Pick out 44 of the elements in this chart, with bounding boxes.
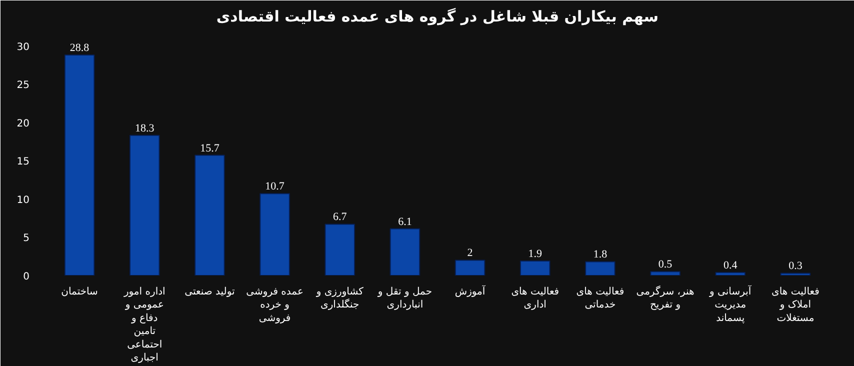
data-label: 6.7 [333,211,348,224]
bar [194,154,225,276]
x-tick-label: فعالیت های املاک و مستغلات [772,286,820,324]
x-tick-label: تولید صنعتی [184,286,235,298]
x-tick-label: کشاورزی و جنگلداری [315,286,364,311]
x-tick-label: ساختمان [61,286,98,298]
bar [324,224,356,276]
data-label: 1.8 [593,248,608,261]
bar [64,54,95,276]
data-label: 15.7 [200,142,220,154]
x-tick-label: هنر، سرگرمی و تفریح [636,286,694,311]
data-label: 10.7 [265,180,285,193]
data-label: 2 [467,247,473,260]
y-tick-label: 0 [23,272,30,282]
bar [129,134,160,276]
bar [390,228,420,276]
x-tick-label: عمده فروشی و خرده فروشی [246,286,304,324]
y-tick-label: 30 [16,42,30,53]
x-tick-label: حمل و تقل و انبارداری [376,286,432,311]
chart-title: سهم بیکاران قبلا شاغل در گروه های عمده فعالیت اقتصادی [216,8,659,26]
x-tick-label: آبرسانی و مدیریت پسماند [708,284,752,324]
bar [520,260,550,276]
x-tick-label: اداره امور عمومی و دفاع و تامین احتماعی اجباری [122,286,166,364]
y-tick-label: 10 [16,194,30,206]
y-tick-label: 5 [23,233,30,244]
y-tick-label: 25 [16,80,30,92]
bar [260,193,290,276]
data-label: 0.5 [658,258,673,271]
x-tick-label: فعالیت های خدماتی [576,286,624,311]
data-label: 6.1 [398,216,412,228]
bar [715,272,746,276]
x-tick-label: فعالیت های اداری [511,286,560,311]
bar [454,260,486,276]
bar [780,272,811,276]
data-label: 0.3 [788,260,803,272]
bar [585,261,616,276]
y-tick-label: 15 [16,156,30,168]
data-label: 28.8 [70,42,90,54]
data-label: 1.9 [528,248,542,260]
x-tick-label: آموزش [454,284,486,298]
bar [650,271,680,276]
data-label: 0.4 [723,259,738,272]
data-label: 18.3 [135,122,155,134]
y-tick-label: 20 [16,118,30,130]
